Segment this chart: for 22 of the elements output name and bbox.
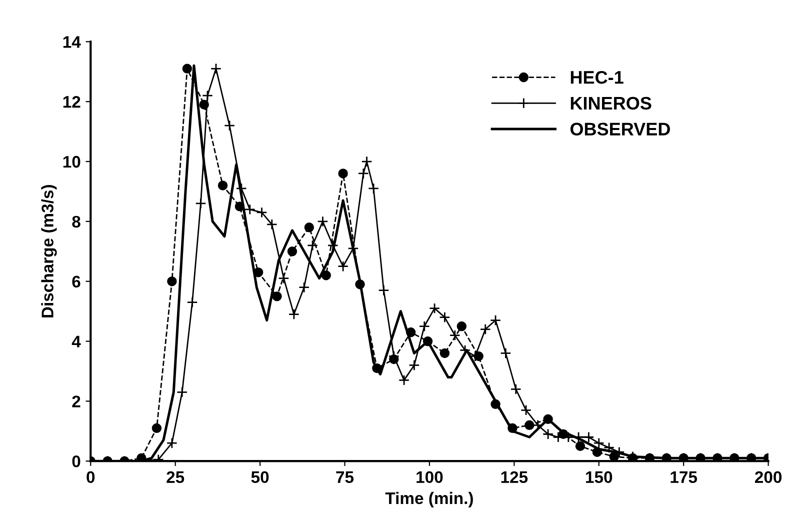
x-tick-label: 200 (754, 471, 782, 484)
legend-label: OBSERVED (570, 122, 670, 136)
y-tick-label: 0 (72, 455, 80, 468)
x-tick-label: 125 (501, 471, 528, 484)
x-tick-label: 175 (670, 471, 698, 484)
x-tick-label: 25 (166, 471, 184, 484)
y-tick-label: 8 (72, 216, 80, 228)
x-tick-label: 0 (86, 471, 95, 484)
x-tick-label: 75 (336, 471, 354, 484)
x-tick-label: 100 (416, 471, 443, 484)
x-tick-label: 50 (251, 471, 269, 484)
y-tick-label: 2 (72, 396, 80, 408)
y-tick-label: 6 (72, 276, 80, 288)
legend-label: HEC-1 (570, 70, 624, 84)
x-axis-title: Time (min.) (385, 492, 473, 508)
y-axis-title: Discharge (m3/s) (41, 185, 57, 318)
legend-label: KINEROS (570, 96, 652, 110)
y-tick-label: 14 (63, 36, 81, 48)
y-tick-label: 4 (72, 336, 81, 348)
x-tick-label: 150 (586, 471, 612, 484)
y-tick-label: 12 (63, 96, 80, 108)
y-tick-label: 10 (63, 156, 80, 168)
